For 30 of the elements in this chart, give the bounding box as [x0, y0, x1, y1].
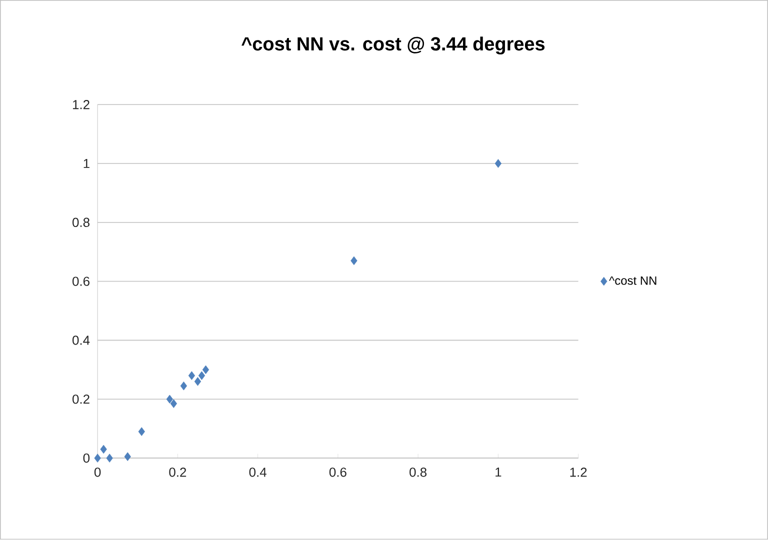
legend-label: ^cost NN [609, 276, 656, 285]
x-tick-label: 0.2 [169, 468, 186, 477]
x-tick-label: 1.2 [570, 468, 587, 477]
x-tick-label: 0.6 [329, 468, 346, 477]
x-tick-label: 0.4 [249, 468, 266, 477]
x-tick-label: 1 [496, 468, 502, 477]
y-tick-label: 1.2 [72, 100, 90, 110]
y-tick-label: 0 [83, 454, 90, 463]
point [202, 366, 210, 374]
point [350, 256, 358, 266]
point [198, 371, 206, 380]
y-tick-label: 0.8 [72, 218, 90, 228]
y-tick-label: 0.6 [72, 276, 90, 286]
point [100, 445, 107, 454]
point [106, 454, 113, 463]
point [138, 427, 145, 436]
point [494, 159, 502, 168]
y-tick-label: 0.4 [72, 336, 90, 346]
point [188, 371, 196, 380]
chart-title: ^cost NN vs. cost @ 3.44 degrees [242, 36, 545, 55]
y-tick-label: 1 [84, 159, 90, 168]
y-tick-label: 0.2 [72, 394, 90, 404]
point [170, 399, 178, 408]
point [194, 377, 202, 386]
point [180, 382, 188, 390]
point [124, 452, 131, 462]
point [94, 454, 101, 463]
x-tick-label: 0.8 [410, 468, 427, 477]
x-tick-label: 0 [94, 468, 101, 477]
point [166, 394, 174, 404]
